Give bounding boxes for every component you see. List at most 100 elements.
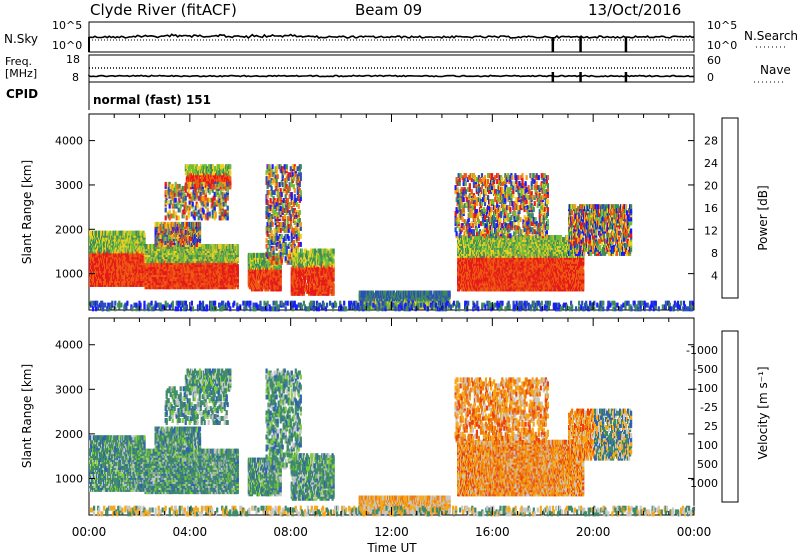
nave-tick-bottom: 0 [707, 71, 714, 84]
heatmap-cell [171, 221, 174, 227]
heatmap-cell [224, 209, 227, 215]
heatmap-cell [276, 257, 279, 263]
heatmap-cell [176, 183, 179, 189]
heatmap-cell [289, 214, 292, 219]
freq-tick-top: 18 [66, 53, 80, 66]
heatmap-cell [294, 166, 297, 172]
heatmap-cell [208, 197, 211, 203]
heatmap-cell [281, 247, 284, 253]
heatmap-cell [271, 164, 274, 170]
heatmap-cell [202, 181, 205, 187]
heatmap-cell [179, 203, 182, 209]
heatmap-cell [170, 213, 173, 219]
cpid-text: normal (fast) 151 [93, 93, 211, 107]
heatmap-cell [204, 213, 207, 219]
heatmap-cell [118, 238, 121, 244]
heatmap-cell [198, 221, 202, 227]
heatmap-cell [215, 199, 218, 205]
heatmap-cell [299, 172, 302, 178]
heatmap-cell [229, 164, 232, 170]
nsearch-tick-bottom: 10^0 [707, 39, 737, 52]
heatmap-cell [202, 209, 205, 215]
heatmap-cell [109, 230, 112, 236]
heatmap-cell [272, 245, 275, 251]
heatmap-cell [164, 215, 167, 221]
heatmap-cell [173, 203, 176, 209]
heatmap-cell [265, 237, 268, 243]
heatmap-cell [298, 210, 301, 215]
nsky-label: N.Sky [4, 32, 38, 46]
heatmap-cell [196, 203, 199, 209]
heatmap-cell [270, 229, 273, 235]
heatmap-cell [222, 201, 225, 207]
heatmap-cell [276, 164, 279, 170]
freq-tick-bottom: 8 [72, 71, 79, 84]
heatmap-cell [213, 191, 216, 197]
heatmap-cell [280, 192, 283, 198]
heatmap-cell [285, 245, 288, 251]
nave-tick-top: 60 [707, 54, 721, 67]
heatmap-cell [164, 181, 167, 187]
heatmap-cell [118, 230, 121, 236]
cpid-label: CPID [6, 87, 38, 101]
heatmap-cell [118, 274, 121, 280]
heatmap-cell [280, 233, 283, 239]
heatmap-cell [197, 209, 200, 215]
heatmap-cell [121, 281, 124, 287]
heatmap-cell [175, 215, 178, 221]
heatmap-cell [226, 205, 229, 211]
heatmap-cell [187, 181, 190, 187]
heatmap-cell [269, 198, 272, 203]
heatmap-cell [278, 259, 281, 265]
heatmap-cell [299, 221, 302, 227]
heatmap-cell [276, 235, 279, 241]
heatmap-cell [229, 170, 232, 176]
beam-title: Beam 09 [355, 1, 422, 19]
heatmap-cell [172, 209, 175, 215]
heatmap-cell [288, 241, 291, 247]
heatmap-cell [214, 211, 217, 217]
heatmap-cell [206, 197, 209, 203]
heatmap-cell [297, 227, 300, 233]
heatmap-cell [297, 204, 300, 209]
heatmap-cell [299, 190, 302, 196]
heatmap-cell [281, 182, 284, 188]
heatmap-cell [236, 264, 239, 270]
nsearch-tick-top: 10^5 [707, 19, 737, 32]
heatmap-cell [209, 183, 212, 189]
heatmap-cell [181, 185, 184, 191]
heatmap-cell [174, 197, 177, 203]
heatmap-cell [166, 199, 169, 205]
heatmap-cell [164, 207, 167, 213]
freq-label-a: Freq. [5, 55, 32, 68]
heatmap-cell [285, 164, 288, 170]
heatmap-cell [268, 164, 271, 170]
nave-label: Nave [760, 63, 791, 77]
heatmap-cell [287, 235, 290, 241]
heatmap-cell [295, 202, 298, 207]
heatmap-cell [189, 181, 192, 187]
heatmap-cell [206, 207, 209, 213]
heatmap-cell [299, 164, 302, 170]
heatmap-cell [197, 215, 200, 221]
nsearch-label: N.Search [744, 29, 798, 43]
heatmap-cell [271, 190, 274, 196]
heatmap-cell [287, 223, 290, 229]
heatmap-cell [290, 192, 293, 198]
heatmap-cell [195, 191, 198, 197]
heatmap-cell [211, 183, 214, 189]
heatmap-cell [169, 199, 172, 205]
heatmap-cell [229, 176, 232, 182]
nsky-tick-bottom: 10^0 [52, 39, 82, 52]
freq-label-b: [MHz] [5, 67, 37, 80]
heatmap-cell [195, 211, 198, 217]
heatmap-cell [170, 189, 173, 195]
heatmap-cell [293, 188, 296, 194]
heatmap-cell [282, 198, 285, 203]
heatmap-cell [204, 201, 207, 207]
heatmap-cell [286, 198, 289, 203]
heatmap-cell [185, 215, 188, 221]
heatmap-cell [190, 211, 193, 217]
heatmap-cell [208, 211, 211, 217]
heatmap-cell [224, 185, 227, 191]
